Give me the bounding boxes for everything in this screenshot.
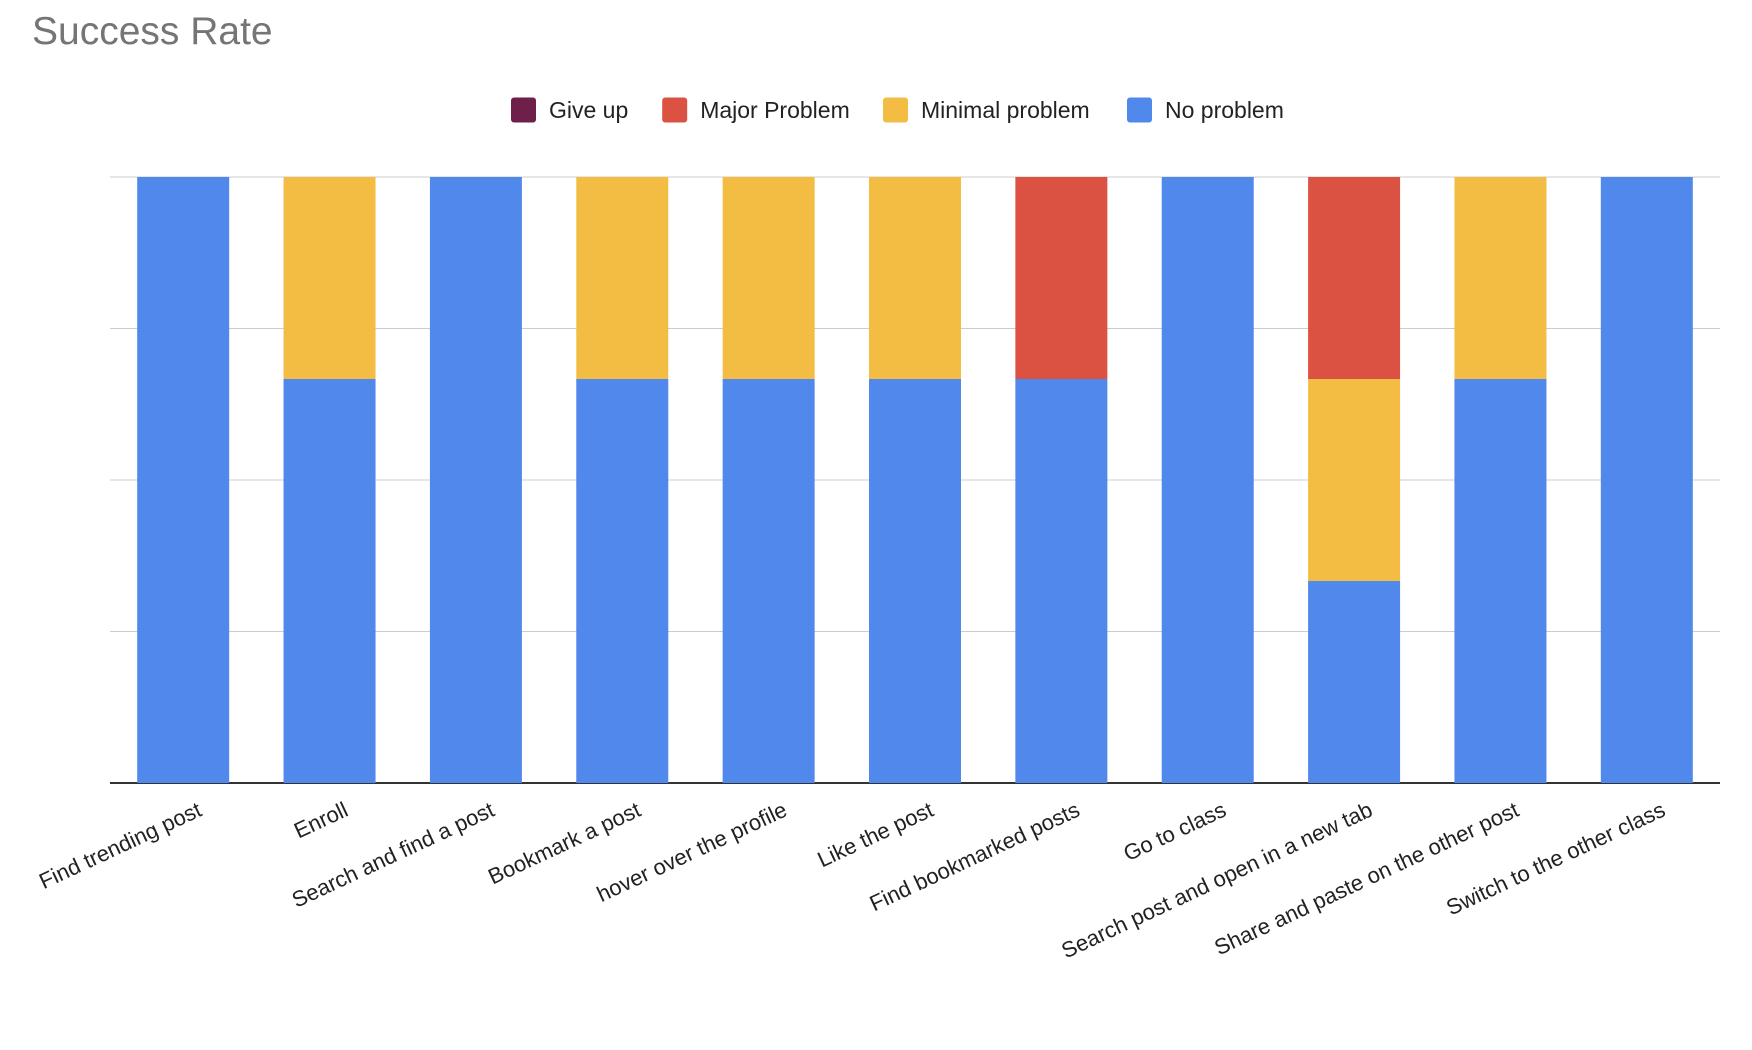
legend-item-give-up: Give up bbox=[511, 97, 628, 123]
bar-minimal-problem-search-post-and-open-in-a-new-tab bbox=[1308, 379, 1401, 581]
bar-no-problem-bookmark-a-post bbox=[576, 379, 669, 783]
bars bbox=[137, 177, 1693, 783]
bar-minimal-problem-hover-over-the-profile bbox=[722, 177, 815, 379]
bar-major-problem-search-post-and-open-in-a-new-tab bbox=[1308, 177, 1401, 379]
bar-no-problem-search-post-and-open-in-a-new-tab bbox=[1308, 581, 1401, 783]
x-tick-label: Like the post bbox=[813, 797, 937, 872]
bar-no-problem-like-the-post bbox=[869, 379, 961, 783]
legend-swatch-major-problem bbox=[662, 97, 688, 123]
legend-label-major-problem: Major Problem bbox=[700, 97, 850, 123]
x-tick-label: Go to class bbox=[1120, 797, 1230, 866]
bar-no-problem-go-to-class bbox=[1161, 177, 1254, 783]
bar-no-problem-share-and-paste-on-the-other-post bbox=[1454, 379, 1547, 783]
x-tick-label: Enroll bbox=[290, 797, 352, 843]
bar-no-problem-find-trending-post bbox=[137, 177, 230, 783]
legend: Give up Major Problem Minimal problem No pr… bbox=[511, 97, 1284, 123]
bar-minimal-problem-share-and-paste-on-the-other-post bbox=[1454, 177, 1547, 379]
bar-no-problem-search-and-find-a-post bbox=[429, 177, 522, 783]
bar-no-problem-switch-to-the-other-class bbox=[1600, 177, 1693, 783]
legend-label-no-problem: No problem bbox=[1165, 97, 1284, 123]
legend-label-give-up: Give up bbox=[549, 97, 628, 123]
bar-no-problem-find-bookmarked-posts bbox=[1015, 379, 1108, 783]
legend-label-minimal-problem: Minimal problem bbox=[921, 97, 1090, 123]
bar-minimal-problem-like-the-post bbox=[869, 177, 961, 379]
legend-swatch-minimal-problem bbox=[883, 97, 908, 123]
chart-title: Success Rate bbox=[32, 10, 273, 53]
legend-item-minimal-problem: Minimal problem bbox=[883, 97, 1090, 123]
bar-minimal-problem-bookmark-a-post bbox=[576, 177, 669, 379]
legend-swatch-no-problem bbox=[1127, 97, 1152, 123]
legend-item-no-problem: No problem bbox=[1127, 97, 1284, 123]
bar-major-problem-find-bookmarked-posts bbox=[1015, 177, 1108, 379]
bar-no-problem-hover-over-the-profile bbox=[722, 379, 815, 783]
bar-no-problem-enroll bbox=[283, 379, 376, 783]
legend-swatch-give-up bbox=[511, 97, 536, 123]
bar-minimal-problem-enroll bbox=[283, 177, 376, 379]
legend-item-major-problem: Major Problem bbox=[662, 97, 850, 123]
x-tick-label: Find trending post bbox=[35, 797, 205, 894]
